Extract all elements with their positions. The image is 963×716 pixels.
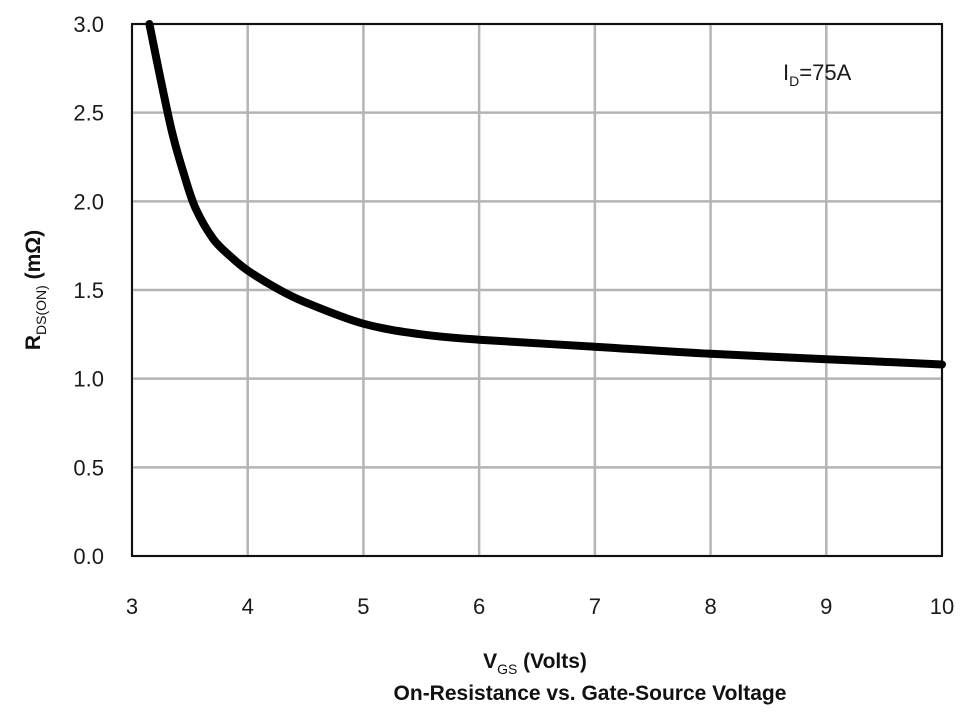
series-layer — [145, 20, 946, 369]
y-axis-title-main: R — [22, 335, 45, 350]
y-tick-label: 0.0 — [73, 544, 104, 569]
x-axis-title-main: V — [483, 650, 497, 673]
x-axis-title-rest: (Volts) — [517, 650, 587, 673]
plot-frame — [131, 23, 943, 557]
y-tick-label: 1.0 — [73, 367, 104, 392]
series-line-0 — [145, 20, 946, 369]
y-axis-title-sub: DS(ON) — [33, 285, 49, 335]
annotation-main: I — [783, 60, 789, 85]
y-axis-title-rest: (mΩ) — [22, 230, 45, 285]
x-axis-title: VGS (Volts) — [483, 650, 587, 677]
x-tick-label: 10 — [930, 594, 954, 619]
x-axis-title-sub: GS — [497, 661, 517, 677]
annotation-sub: D — [789, 73, 799, 89]
grid — [130, 22, 944, 558]
x-tick-label: 9 — [820, 594, 832, 619]
x-tick-label: 8 — [704, 594, 716, 619]
annotation-id: ID=75A — [783, 60, 852, 89]
x-axis-ticks: 3 4 5 6 7 8 9 10 — [126, 594, 954, 619]
y-axis-title: RDS(ON) (mΩ) — [22, 230, 49, 350]
x-tick-label: 4 — [242, 594, 254, 619]
chart-caption: On-Resistance vs. Gate-Source Voltage — [394, 682, 787, 705]
annotation-rest: =75A — [799, 60, 851, 85]
x-tick-label: 6 — [473, 594, 485, 619]
y-tick-label: 3.0 — [73, 12, 104, 37]
y-tick-label: 1.5 — [73, 278, 104, 303]
y-axis-ticks: 0.0 0.5 1.0 1.5 2.0 2.5 3.0 — [73, 12, 104, 569]
x-tick-label: 7 — [589, 594, 601, 619]
y-tick-label: 0.5 — [73, 455, 104, 480]
y-tick-label: 2.5 — [73, 101, 104, 126]
x-tick-label: 3 — [126, 594, 138, 619]
x-tick-label: 5 — [357, 594, 369, 619]
y-tick-label: 2.0 — [73, 189, 104, 214]
